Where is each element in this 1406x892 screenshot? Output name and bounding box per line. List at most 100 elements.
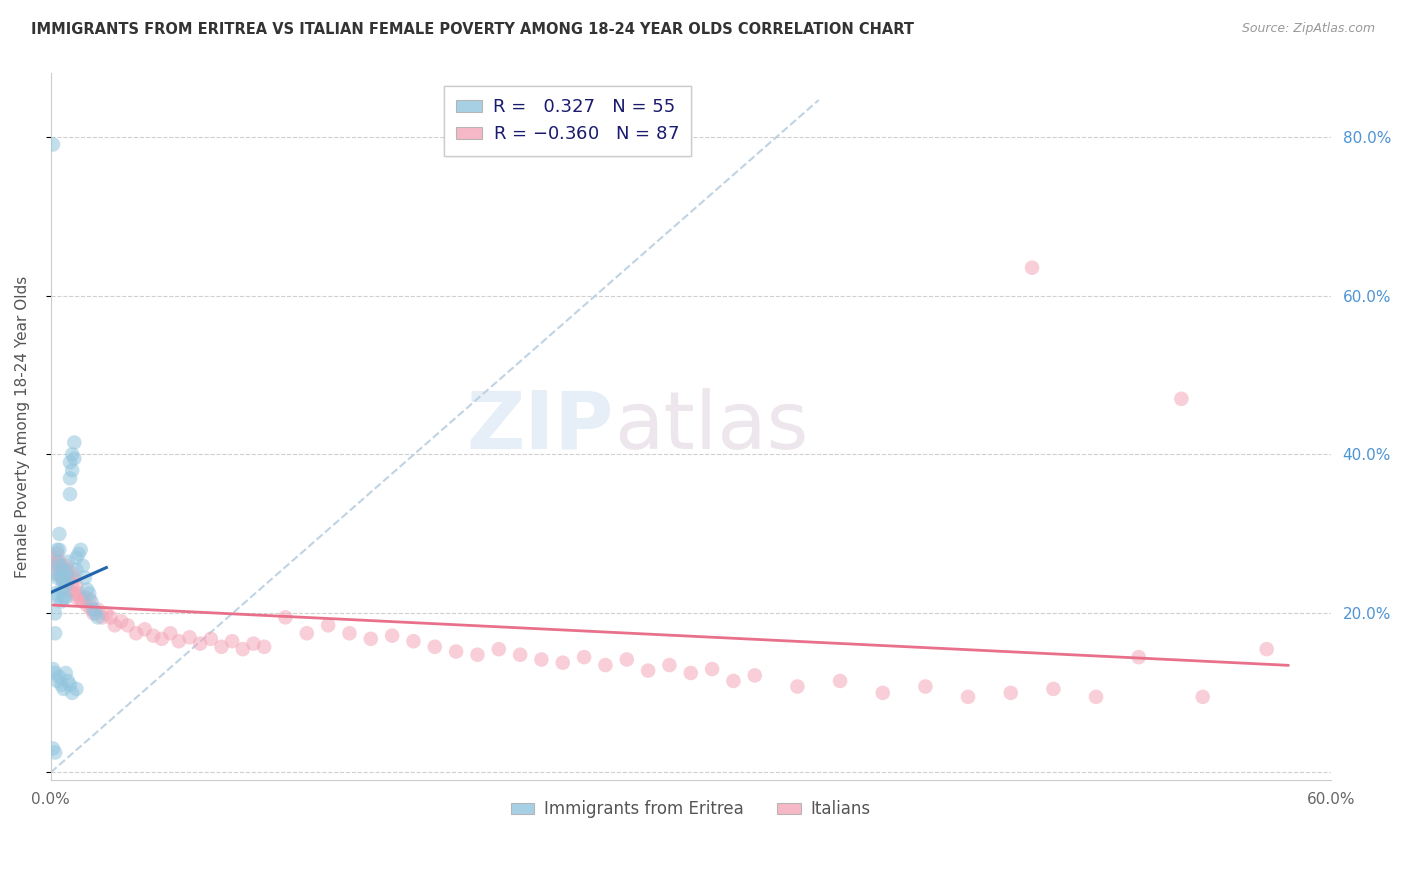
- Point: [595, 658, 617, 673]
- Point: [125, 626, 148, 640]
- Point: [51, 582, 73, 597]
- Point: [723, 673, 745, 688]
- Point: [51, 571, 73, 585]
- Point: [44, 566, 66, 581]
- Point: [52, 681, 75, 696]
- Point: [828, 673, 851, 688]
- Point: [488, 642, 510, 657]
- Y-axis label: Female Poverty Among 18-24 Year Olds: Female Poverty Among 18-24 Year Olds: [15, 276, 30, 578]
- Point: [59, 584, 82, 599]
- Point: [188, 637, 211, 651]
- Point: [76, 582, 98, 597]
- Point: [91, 610, 114, 624]
- Point: [51, 594, 73, 608]
- Point: [48, 542, 70, 557]
- Point: [63, 451, 86, 466]
- Point: [67, 586, 90, 600]
- Point: [44, 746, 66, 760]
- Point: [1256, 642, 1278, 657]
- Point: [82, 607, 104, 621]
- Point: [46, 547, 69, 561]
- Point: [52, 574, 75, 589]
- Point: [76, 599, 98, 613]
- Point: [87, 602, 110, 616]
- Point: [150, 632, 173, 646]
- Point: [63, 571, 86, 585]
- Point: [67, 547, 90, 561]
- Point: [59, 571, 82, 585]
- Point: [63, 435, 86, 450]
- Point: [56, 574, 79, 589]
- Point: [360, 632, 382, 646]
- Point: [339, 626, 361, 640]
- Point: [211, 640, 233, 654]
- Point: [744, 668, 766, 682]
- Point: [786, 680, 808, 694]
- Point: [467, 648, 489, 662]
- Point: [48, 670, 70, 684]
- Point: [316, 618, 339, 632]
- Point: [200, 632, 222, 646]
- Point: [110, 615, 132, 629]
- Text: ZIP: ZIP: [467, 388, 614, 466]
- Point: [52, 574, 75, 589]
- Point: [46, 591, 69, 605]
- Text: atlas: atlas: [614, 388, 808, 466]
- Point: [60, 566, 83, 581]
- Point: [530, 652, 553, 666]
- Point: [402, 634, 425, 648]
- Point: [551, 656, 574, 670]
- Point: [77, 592, 100, 607]
- Point: [444, 644, 467, 658]
- Point: [80, 594, 103, 608]
- Point: [65, 681, 87, 696]
- Point: [73, 591, 96, 605]
- Point: [381, 629, 404, 643]
- Point: [72, 594, 94, 608]
- Point: [44, 607, 66, 621]
- Point: [44, 586, 66, 600]
- Point: [167, 634, 190, 648]
- Point: [572, 650, 595, 665]
- Point: [59, 487, 82, 501]
- Point: [77, 586, 100, 600]
- Point: [253, 640, 276, 654]
- Point: [134, 622, 156, 636]
- Point: [65, 550, 87, 565]
- Point: [1128, 650, 1150, 665]
- Point: [55, 665, 77, 680]
- Point: [52, 563, 75, 577]
- Point: [48, 568, 70, 582]
- Point: [51, 678, 73, 692]
- Point: [55, 591, 77, 605]
- Point: [100, 610, 122, 624]
- Point: [616, 652, 638, 666]
- Point: [242, 637, 264, 651]
- Point: [96, 607, 118, 621]
- Point: [957, 690, 980, 704]
- Text: IMMIGRANTS FROM ERITREA VS ITALIAN FEMALE POVERTY AMONG 18-24 YEAR OLDS CORRELAT: IMMIGRANTS FROM ERITREA VS ITALIAN FEMAL…: [31, 22, 914, 37]
- Point: [159, 626, 181, 640]
- Point: [42, 662, 65, 676]
- Point: [295, 626, 318, 640]
- Point: [48, 555, 70, 569]
- Point: [104, 618, 127, 632]
- Point: [60, 447, 83, 461]
- Point: [48, 558, 70, 573]
- Point: [221, 634, 243, 648]
- Point: [60, 578, 83, 592]
- Point: [56, 563, 79, 577]
- Point: [69, 542, 91, 557]
- Point: [80, 602, 103, 616]
- Point: [1085, 690, 1108, 704]
- Point: [55, 558, 77, 573]
- Point: [1000, 686, 1022, 700]
- Point: [59, 678, 82, 692]
- Point: [42, 741, 65, 756]
- Point: [59, 471, 82, 485]
- Point: [1042, 681, 1064, 696]
- Point: [509, 648, 531, 662]
- Point: [84, 607, 107, 621]
- Point: [55, 571, 77, 585]
- Text: Source: ZipAtlas.com: Source: ZipAtlas.com: [1241, 22, 1375, 36]
